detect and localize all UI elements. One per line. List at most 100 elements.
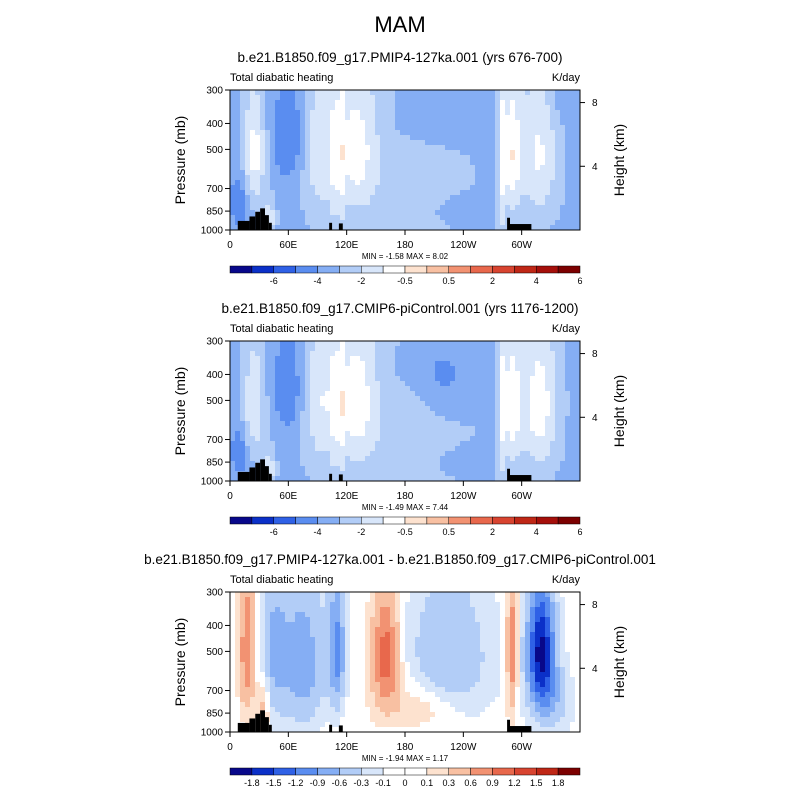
heatmap-cell [295,351,301,357]
heatmap-cell [370,95,376,101]
heatmap-cell [530,165,536,171]
heatmap-cell [490,145,496,151]
heatmap-cell [315,446,321,452]
heatmap-cell [505,160,511,166]
heatmap-cell [380,115,386,121]
heatmap-cell [315,190,321,196]
heatmap-cell [310,175,316,181]
heatmap-cell [425,140,431,146]
heatmap-cell [520,456,526,462]
heatmap-cell [570,376,576,382]
heatmap-cell [335,110,341,116]
heatmap-cell [305,632,311,638]
heatmap-cell [360,205,366,211]
heatmap-cell [275,341,281,347]
heatmap-cell [350,627,356,633]
heatmap-cell [430,476,436,482]
heatmap-cell [450,100,456,106]
heatmap-cell [560,185,566,191]
heatmap-cell [375,702,381,708]
heatmap-cell [330,722,336,728]
heatmap-cell [445,476,451,482]
heatmap-cell [375,421,381,427]
heatmap-cell [265,687,271,693]
heatmap-cell [475,431,481,437]
heatmap-cell [290,220,296,226]
heatmap-cell [330,727,336,733]
heatmap-cell [530,466,536,472]
heatmap-cell [505,105,511,111]
heatmap-cell [395,185,401,191]
heatmap-cell [305,421,311,427]
heatmap-cell [260,647,266,653]
heatmap-cell [415,205,421,211]
heatmap-cell [565,396,571,402]
heatmap-cell [375,110,381,116]
heatmap-cell [490,110,496,116]
heatmap-cell [530,95,536,101]
heatmap-cell [395,170,401,176]
heatmap-cell [405,406,411,412]
heatmap-cell [480,401,486,407]
heatmap-cell [405,401,411,407]
heatmap-cell [420,145,426,151]
heatmap-cell [440,431,446,437]
panel-3: b.e21.B1850.f09_g17.PMIP4-127ka.001 - b.… [144,552,656,788]
heatmap-cell [525,376,531,382]
heatmap-cell [415,366,421,372]
heatmap-cell [515,170,521,176]
heatmap-cell [295,451,301,457]
heatmap-cell [295,597,301,603]
heatmap-cell [475,451,481,457]
heatmap-cell [380,145,386,151]
heatmap-cell [375,662,381,668]
heatmap-cell [490,90,496,96]
heatmap-cell [275,637,281,643]
heatmap-cell [285,210,291,216]
heatmap-cell [505,195,511,201]
heatmap-cell [380,687,386,693]
heatmap-cell [280,436,286,442]
heatmap-cell [490,396,496,402]
heatmap-cell [465,150,471,156]
heatmap-cell [480,180,486,186]
heatmap-cell [250,105,256,111]
heatmap-cell [325,225,331,231]
heatmap-cell [295,717,301,723]
heatmap-cell [415,381,421,387]
heatmap-cell [285,687,291,693]
heatmap-cell [425,456,431,462]
heatmap-cell [450,411,456,417]
heatmap-cell [480,125,486,131]
heatmap-cell [370,180,376,186]
heatmap-cell [550,416,556,422]
heatmap-cell [310,627,316,633]
heatmap-cell [275,396,281,402]
heatmap-cell [565,170,571,176]
heatmap-cell [280,210,286,216]
heatmap-cell [415,215,421,221]
heatmap-cell [545,356,551,362]
heatmap-cell [320,180,326,186]
heatmap-cell [535,351,541,357]
heatmap-cell [500,441,506,447]
heatmap-cell [525,220,531,226]
heatmap-cell [280,722,286,728]
heatmap-cell [565,145,571,151]
heatmap-cell [330,677,336,683]
heatmap-cell [340,622,346,628]
heatmap-cell [435,205,441,211]
heatmap-cell [355,371,361,377]
heatmap-cell [350,381,356,387]
heatmap-cell [345,677,351,683]
heatmap-cell [365,416,371,422]
heatmap-cell [260,446,266,452]
colorbar-box [273,516,296,525]
heatmap-cell [480,155,486,161]
heatmap-cell [350,391,356,397]
heatmap-cell [450,426,456,432]
heatmap-cell [425,461,431,467]
heatmap-cell [565,461,571,467]
heatmap-cell [455,205,461,211]
heatmap-cell [265,406,271,412]
